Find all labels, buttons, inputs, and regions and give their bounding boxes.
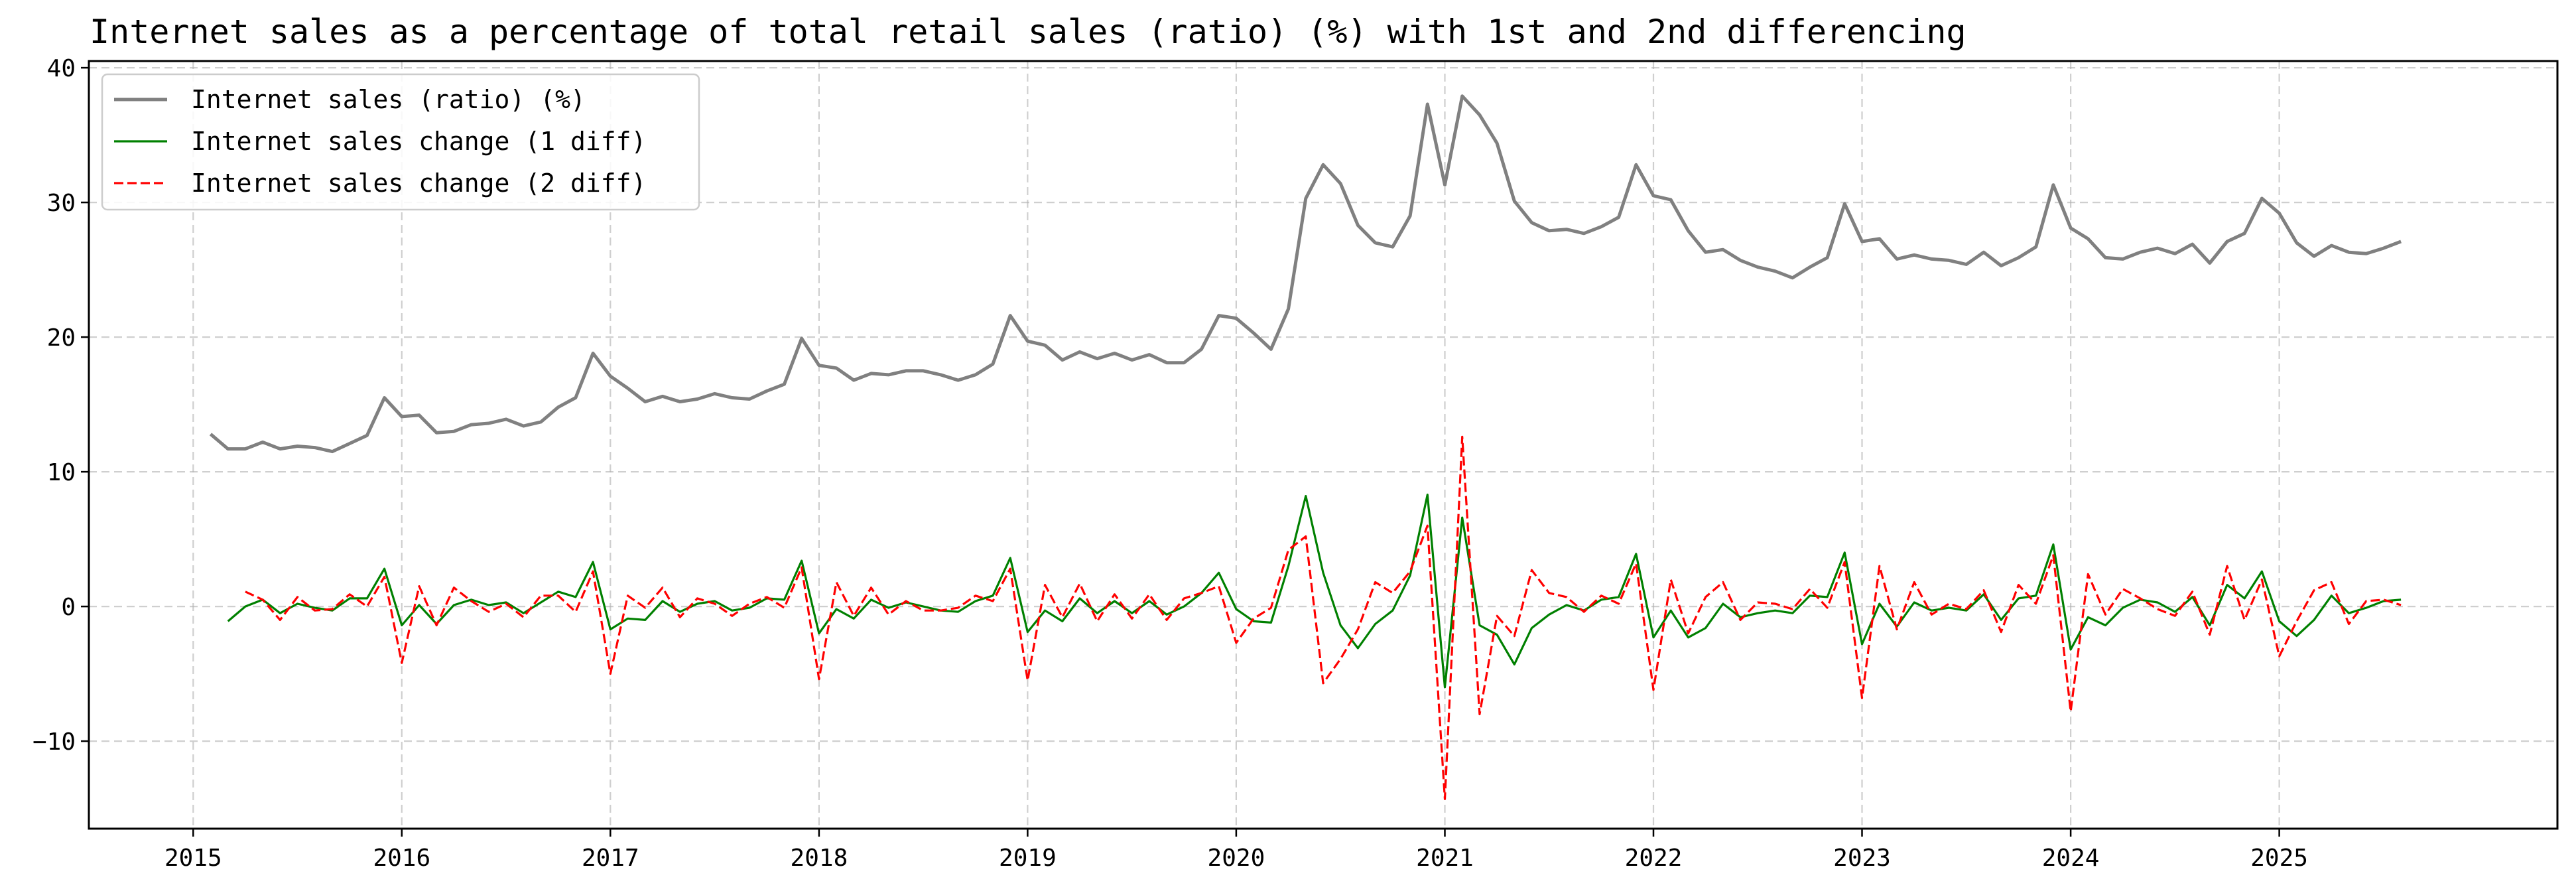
legend-label-2: Internet sales change (1 diff) bbox=[191, 127, 646, 156]
x-tick-label: 2025 bbox=[2250, 845, 2308, 872]
x-tick-label: 2019 bbox=[999, 845, 1057, 872]
series-layer bbox=[209, 94, 2402, 800]
x-tick-label: 2022 bbox=[1625, 845, 1683, 872]
legend-label-3: Internet sales change (2 diff) bbox=[191, 169, 646, 198]
y-tick-label: 0 bbox=[61, 594, 76, 621]
x-tick-label: 2021 bbox=[1416, 845, 1474, 872]
legend-box bbox=[101, 73, 700, 211]
legend-label-1: Internet sales (ratio) (%) bbox=[191, 85, 586, 114]
series-line-1 bbox=[209, 94, 2402, 454]
series-line-2 bbox=[227, 494, 2402, 689]
x-tick-label: 2015 bbox=[164, 845, 222, 872]
legend: Internet sales (ratio) (%) Internet sales… bbox=[101, 73, 700, 211]
x-tick-label: 2018 bbox=[791, 845, 848, 872]
chart-title: Internet sales as a percentage of total … bbox=[90, 13, 1966, 51]
y-tick-label: 30 bbox=[47, 190, 76, 217]
series-line-3 bbox=[245, 435, 2402, 800]
x-tick-label: 2016 bbox=[373, 845, 430, 872]
plot-frame bbox=[88, 60, 2559, 830]
x-tick-label: 2020 bbox=[1208, 845, 1265, 872]
x-tick-label: 2023 bbox=[1833, 845, 1891, 872]
x-tick-label: 2024 bbox=[2042, 845, 2100, 872]
x-tick-label: 2017 bbox=[582, 845, 639, 872]
tick-layer: 2015 2016 2017 2018 2019 2020 2021 2022 2023 2024… bbox=[32, 55, 2308, 872]
y-tick-label: 40 bbox=[47, 55, 76, 82]
y-tick-label: 20 bbox=[47, 324, 76, 352]
y-tick-label: 10 bbox=[47, 459, 76, 486]
y-tick-label: −10 bbox=[32, 728, 76, 756]
